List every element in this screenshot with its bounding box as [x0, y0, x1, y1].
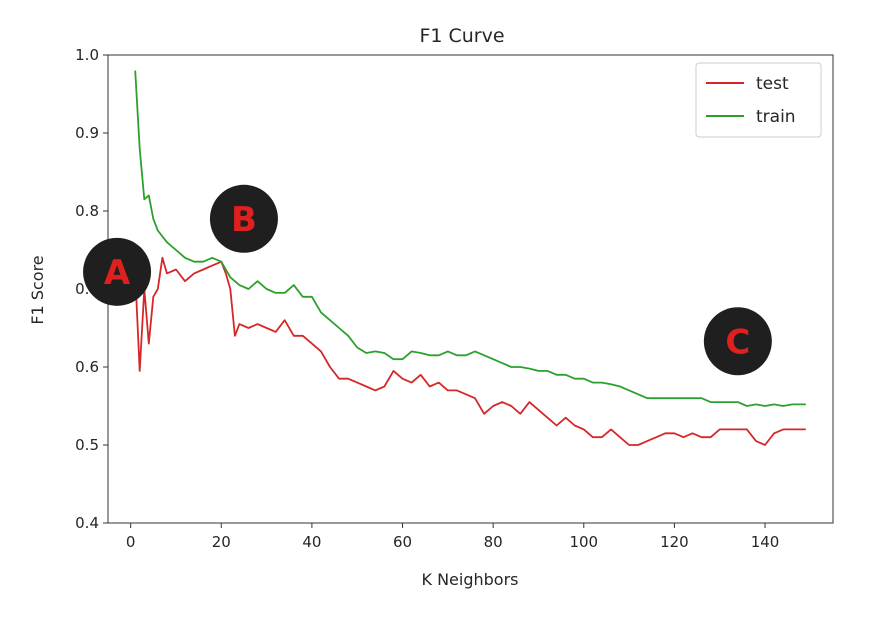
badge-circle — [83, 237, 152, 306]
x-tick-label: 120 — [660, 533, 689, 551]
legend: test train — [695, 62, 822, 138]
x-axis-label: K Neighbors — [422, 570, 519, 589]
series-line-train — [134, 70, 806, 407]
annotations: A B C — [83, 184, 772, 376]
y-tick-label: 0.5 — [75, 436, 99, 454]
x-tick-label: 140 — [751, 533, 780, 551]
legend-label-test: test — [756, 74, 789, 94]
y-tick-label: 0.6 — [75, 358, 99, 376]
legend-label-train: train — [756, 107, 796, 127]
badge-circle — [209, 184, 278, 253]
x-tick-label: 20 — [212, 533, 231, 551]
x-tick-label: 60 — [393, 533, 412, 551]
annotation-badge-b: B — [209, 184, 278, 253]
badge-letter: A — [104, 253, 131, 293]
annotation-badge-a: A — [83, 237, 152, 306]
series-lines — [134, 70, 806, 446]
y-tick-label: 0.8 — [75, 202, 99, 220]
x-tick-label: 80 — [484, 533, 503, 551]
x-tick-label: 40 — [302, 533, 321, 551]
annotation-badge-c: C — [703, 307, 772, 376]
badge-letter: B — [231, 200, 257, 240]
y-axis-label: F1 Score — [28, 255, 47, 324]
badge-letter: C — [725, 322, 750, 362]
badge-circle — [703, 307, 772, 376]
x-tick-label: 100 — [569, 533, 598, 551]
x-tick-label: 0 — [126, 533, 136, 551]
legend-box — [695, 62, 822, 138]
y-tick-label: 0.9 — [75, 124, 99, 142]
y-tick-label: 1.0 — [75, 46, 99, 64]
chart-title: F1 Curve — [419, 25, 504, 47]
y-tick-label: 0.4 — [75, 514, 99, 532]
